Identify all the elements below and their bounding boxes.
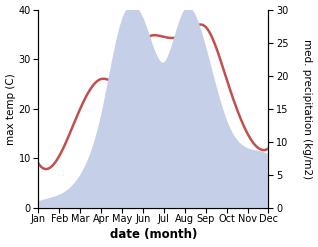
X-axis label: date (month): date (month) [110, 228, 197, 242]
Y-axis label: max temp (C): max temp (C) [5, 73, 16, 145]
Y-axis label: med. precipitation (kg/m2): med. precipitation (kg/m2) [302, 39, 313, 179]
